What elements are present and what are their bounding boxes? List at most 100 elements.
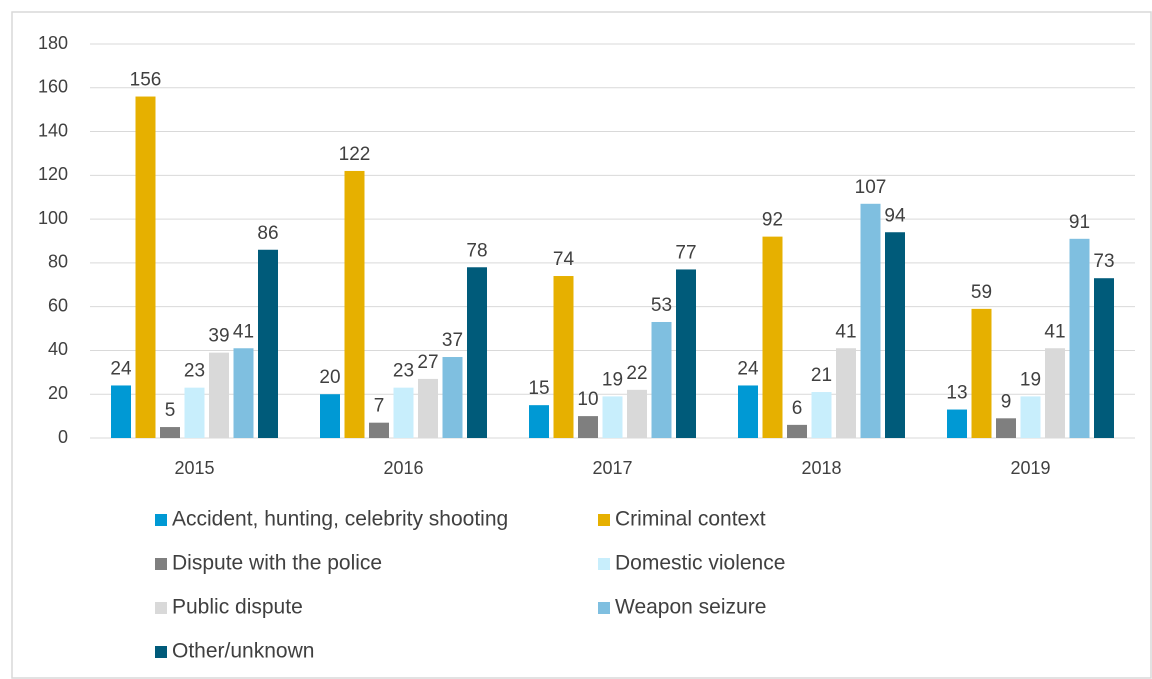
legend-label: Domestic violence [615, 552, 785, 575]
bar [344, 170, 365, 438]
data-label: 92 [762, 210, 783, 231]
bar [160, 427, 180, 438]
bar [578, 416, 598, 438]
data-label: 86 [257, 223, 278, 244]
data-label: 23 [184, 361, 205, 382]
x-tick-label: 2018 [801, 458, 841, 478]
bar [209, 352, 229, 438]
bar [111, 385, 131, 438]
bar [676, 269, 696, 438]
data-label: 21 [811, 365, 832, 386]
data-label: 37 [442, 330, 463, 351]
data-label: 59 [971, 282, 992, 303]
y-tick-label: 140 [38, 120, 68, 140]
legend-swatch [155, 646, 167, 658]
bar [393, 387, 414, 438]
legend-swatch [598, 558, 610, 570]
data-label: 39 [208, 326, 229, 347]
data-label: 15 [528, 378, 549, 399]
data-label: 156 [130, 70, 162, 91]
bar [418, 378, 438, 438]
data-label: 91 [1069, 212, 1090, 233]
y-tick-label: 40 [48, 339, 68, 359]
data-label: 6 [792, 398, 803, 419]
data-label: 78 [466, 240, 487, 261]
y-tick-label: 60 [48, 295, 68, 315]
data-label: 10 [577, 389, 598, 410]
data-label: 77 [675, 242, 696, 263]
data-label: 7 [374, 396, 385, 417]
bar [1045, 348, 1065, 438]
bar [996, 418, 1016, 438]
x-tick-label: 2019 [1010, 458, 1050, 478]
bar [651, 321, 672, 438]
x-tick-label: 2017 [592, 458, 632, 478]
y-tick-label: 160 [38, 77, 68, 97]
bar [885, 232, 905, 438]
legend-label: Dispute with the police [172, 552, 382, 575]
y-tick-label: 80 [48, 252, 68, 272]
data-label: 5 [165, 400, 176, 421]
bar [184, 387, 205, 438]
bar [787, 424, 807, 438]
data-label: 9 [1001, 391, 1012, 412]
bar [971, 308, 992, 438]
legend-label: Public dispute [172, 596, 303, 619]
legend-label: Accident, hunting, celebrity shooting [172, 508, 508, 531]
bar [1094, 278, 1114, 438]
bar [947, 409, 967, 438]
data-label: 27 [417, 352, 438, 373]
data-label: 74 [553, 249, 575, 270]
data-label: 19 [1020, 369, 1041, 390]
bar [738, 385, 758, 438]
bar [602, 396, 623, 438]
bar [811, 392, 832, 438]
bar [553, 276, 574, 438]
bar [1069, 238, 1090, 438]
bar [860, 203, 881, 438]
data-label: 94 [884, 205, 906, 226]
data-label: 22 [626, 363, 647, 384]
x-tick-label: 2015 [174, 458, 214, 478]
legend-swatch [155, 514, 167, 526]
bar [627, 389, 647, 438]
data-label: 20 [319, 367, 340, 388]
y-tick-label: 180 [38, 33, 68, 53]
data-label: 19 [602, 369, 623, 390]
data-label: 122 [339, 144, 371, 165]
bar [233, 348, 254, 438]
bar [442, 357, 463, 438]
data-label: 13 [946, 383, 967, 404]
data-label: 73 [1093, 251, 1114, 272]
data-label: 23 [393, 361, 414, 382]
legend-label: Criminal context [615, 508, 766, 531]
bar [369, 422, 389, 438]
legend-swatch [598, 514, 610, 526]
bar [762, 236, 783, 438]
bar [135, 96, 156, 439]
data-label: 24 [737, 358, 759, 379]
legend-label: Weapon seizure [615, 596, 766, 619]
bar [320, 394, 340, 438]
legend-label: Other/unknown [172, 640, 314, 663]
y-tick-label: 120 [38, 164, 68, 184]
data-label: 41 [233, 321, 254, 342]
bar [1020, 396, 1041, 438]
data-label: 53 [651, 295, 672, 316]
legend-swatch [155, 602, 167, 614]
y-tick-label: 100 [38, 208, 68, 228]
legend-swatch [155, 558, 167, 570]
legend-swatch [598, 602, 610, 614]
data-label: 24 [110, 358, 132, 379]
y-tick-label: 20 [48, 383, 68, 403]
bar [258, 249, 278, 438]
bar [836, 348, 856, 438]
bar [529, 405, 549, 438]
chart-frame [11, 11, 1152, 679]
x-tick-label: 2016 [383, 458, 423, 478]
y-tick-label: 0 [58, 427, 68, 447]
data-label: 107 [855, 177, 887, 198]
bar [467, 267, 487, 438]
